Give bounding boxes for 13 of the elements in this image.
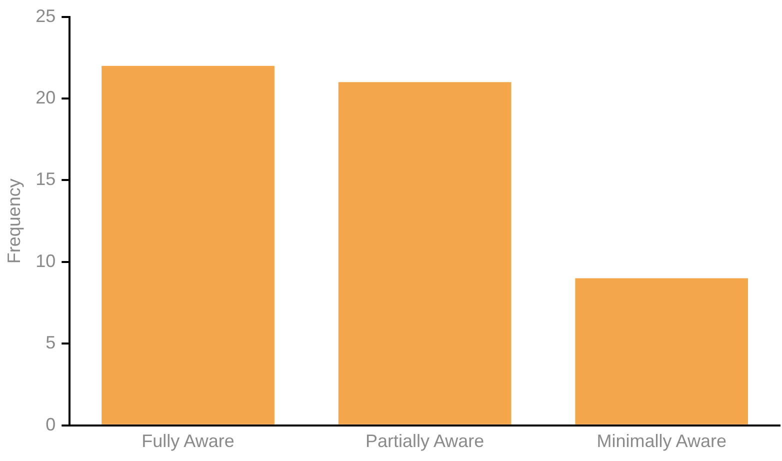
- bar: [575, 278, 748, 424]
- y-tick-label: 10: [36, 250, 56, 271]
- y-tick-label: 20: [36, 87, 56, 108]
- bar: [338, 82, 512, 424]
- y-tick-label: 25: [36, 6, 56, 26]
- y-axis-title: Frequency: [4, 178, 24, 264]
- x-tick-label: Partially Aware: [365, 431, 484, 452]
- y-tick-label: 15: [36, 169, 56, 190]
- x-tick-label: Fully Aware: [142, 431, 234, 452]
- y-tick-label: 5: [46, 332, 56, 353]
- x-tick-label: Minimally Aware: [596, 431, 726, 452]
- bar: [102, 66, 274, 424]
- y-tick-label: 0: [46, 414, 56, 434]
